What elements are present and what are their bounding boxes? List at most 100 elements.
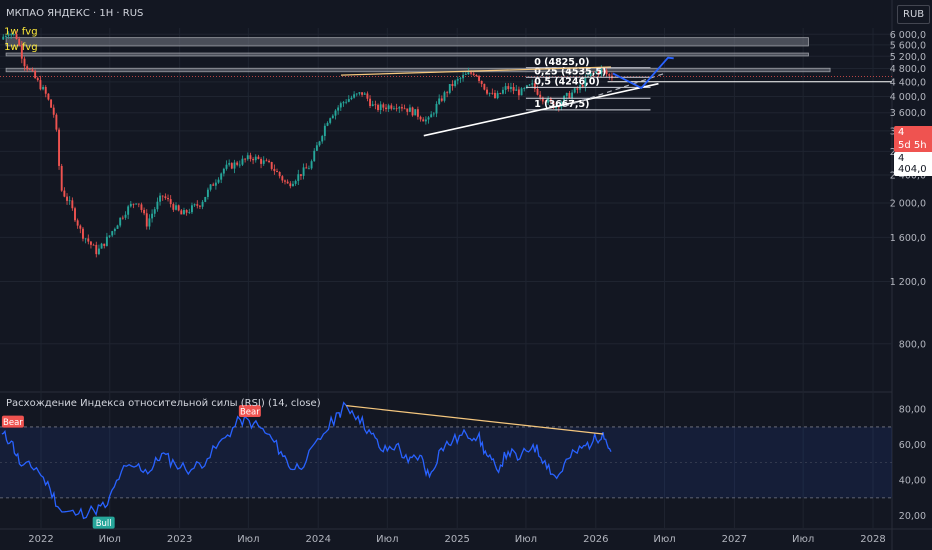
candle-body <box>23 58 26 67</box>
rsi-line <box>1 401 612 520</box>
candle-body <box>345 101 348 103</box>
candle-body <box>4 35 7 37</box>
candle-body <box>15 34 18 39</box>
candle-body <box>555 106 558 109</box>
candle-body <box>496 93 499 99</box>
candle-body <box>281 176 284 181</box>
candle-body <box>533 83 536 89</box>
candle-body <box>156 201 159 210</box>
candle-body <box>361 92 364 95</box>
time-tick-label: 2026 <box>583 534 608 545</box>
candle-body <box>79 225 82 229</box>
time-tick-label: Июл <box>653 534 675 545</box>
price-tick-label: 6 000,0 <box>890 30 926 41</box>
candle-body <box>297 174 300 181</box>
candle-body <box>544 101 547 103</box>
candle-body <box>331 115 334 119</box>
candle-body <box>323 125 326 137</box>
candle-body <box>180 210 183 215</box>
candle-body <box>60 165 63 191</box>
candle-body <box>252 158 255 161</box>
candle-body <box>581 85 584 87</box>
level-price-badge: 4 404,0 <box>894 152 932 176</box>
candle-body <box>337 107 340 111</box>
candle-body <box>422 119 425 122</box>
candle-body <box>424 119 427 122</box>
candle-body <box>135 203 138 205</box>
currency-button[interactable]: RUB <box>897 5 931 24</box>
candle-body <box>206 189 209 197</box>
candle-body <box>432 113 435 115</box>
candle-body <box>408 107 411 112</box>
candle-body <box>589 72 592 76</box>
time-tick-label: Июл <box>99 534 121 545</box>
candle-body <box>520 88 523 96</box>
candle-body <box>597 71 600 75</box>
price-tick-label: 2 000,0 <box>890 199 926 210</box>
time-tick-label: 2022 <box>28 534 53 545</box>
candle-body <box>7 35 10 37</box>
support-trendline <box>423 82 659 137</box>
candle-body <box>254 156 257 161</box>
rsi-signal-label: Bear <box>3 418 23 428</box>
candle-body <box>451 84 454 87</box>
candle-body <box>398 107 401 109</box>
candle-body <box>108 235 111 237</box>
candle-body <box>363 93 366 95</box>
candle-body <box>573 88 576 93</box>
candle-body <box>193 204 196 206</box>
candle-body <box>175 205 177 210</box>
candle-body <box>478 76 480 81</box>
time-tick-label: 2023 <box>167 534 192 545</box>
candle-body <box>238 164 241 166</box>
candle-body <box>103 243 106 246</box>
rsi-signal-label: Bear <box>240 407 260 417</box>
candle-body <box>456 79 459 81</box>
candle-body <box>462 74 465 79</box>
candle-body <box>400 107 403 109</box>
candle-body <box>143 209 146 214</box>
candle-body <box>305 167 308 169</box>
candle-body <box>244 158 247 160</box>
candle-body <box>595 71 597 74</box>
candle-body <box>486 89 488 94</box>
candle-body <box>342 102 345 104</box>
candle-body <box>132 203 135 205</box>
candle-body <box>42 86 45 90</box>
candle-body <box>289 183 292 187</box>
candle-body <box>55 114 58 130</box>
rsi-signal-badge <box>238 404 261 417</box>
candle-body <box>28 69 31 71</box>
candle-body <box>454 80 457 87</box>
candle-body <box>507 86 510 89</box>
candle-body <box>504 86 507 90</box>
candle-body <box>475 74 478 77</box>
candle-body <box>119 217 122 226</box>
candle-body <box>190 205 193 213</box>
candle-body <box>71 200 74 209</box>
candle-layer <box>2 30 613 258</box>
candle-body <box>531 83 534 85</box>
candle-body <box>539 94 542 98</box>
candle-body <box>212 184 215 186</box>
candle-body <box>276 171 278 172</box>
candle-body <box>262 160 265 164</box>
candle-body <box>124 214 127 218</box>
candle-body <box>36 78 39 81</box>
candle-body <box>547 98 550 103</box>
candle-body <box>603 68 605 71</box>
candle-body <box>565 92 568 96</box>
candle-body <box>249 155 252 159</box>
candle-body <box>116 225 119 229</box>
rsi-tick-label: 40,00 <box>899 476 926 487</box>
candle-body <box>377 104 379 111</box>
candle-body <box>480 80 483 84</box>
candle-body <box>183 210 185 215</box>
time-tick-label: 2025 <box>444 534 469 545</box>
candle-body <box>369 98 372 106</box>
candle-body <box>214 182 217 186</box>
time-tick-label: 2027 <box>722 534 747 545</box>
price-tick-label: 5 200,0 <box>890 52 926 63</box>
candle-body <box>313 150 316 162</box>
